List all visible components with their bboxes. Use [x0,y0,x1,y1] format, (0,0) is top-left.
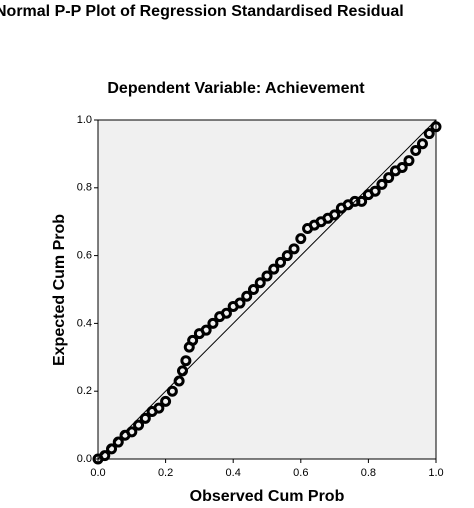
point [112,436,124,448]
point [153,402,165,414]
point [403,155,415,167]
point [187,334,199,346]
y-axis-label: Expected Cum Prob [51,214,68,366]
point [416,138,428,150]
point [160,395,172,407]
x-tick-label: 0.6 [293,467,308,479]
x-tick-label: 0.0 [90,467,105,479]
point [173,375,185,387]
point [234,297,246,309]
point [133,419,145,431]
y-tick-label: 0.4 [77,317,92,329]
point [166,385,178,397]
point [410,145,422,157]
point [177,365,188,377]
y-tick-label: 1.0 [77,114,92,126]
point [281,250,293,262]
point [295,233,307,245]
x-axis-label: Observed Cum Prob [190,488,345,505]
point [329,209,341,221]
x-tick-label: 1.0 [428,467,443,479]
chart-title: Normal P-P Plot of Regression Standardis… [0,3,404,20]
point [99,450,111,462]
reference-line [97,119,437,460]
point [261,270,273,282]
point [220,307,232,319]
point [430,121,442,133]
x-tick-label: 0.8 [361,467,376,479]
x-tick-label: 0.2 [158,467,173,479]
point [200,324,212,336]
point [180,355,192,367]
point [423,128,435,140]
point [396,161,408,173]
point [247,284,259,295]
point [254,277,266,289]
y-tick-label: 0.0 [77,453,92,465]
x-tick-label: 0.4 [226,467,241,479]
point [369,185,381,197]
y-tick-label: 0.2 [77,385,92,397]
point [139,412,151,424]
point [288,243,300,255]
point [268,263,280,275]
point [126,426,138,438]
y-tick-label: 0.8 [77,182,92,194]
point [275,256,287,268]
point [207,317,219,329]
point [241,290,253,302]
point [383,172,395,184]
point [106,443,118,455]
point [376,178,388,190]
point [356,195,368,207]
y-tick-label: 0.6 [77,250,92,262]
chart-subtitle: Dependent Variable: Achievement [107,80,365,97]
